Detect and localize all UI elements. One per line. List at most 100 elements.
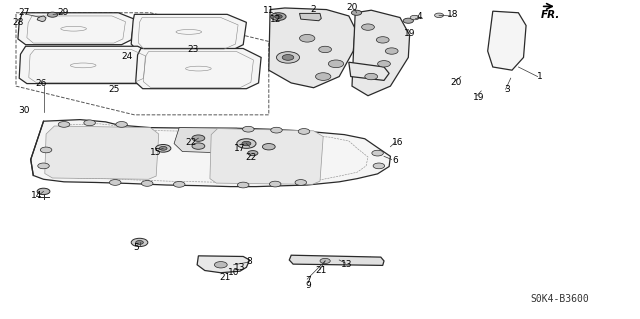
Circle shape <box>271 13 286 20</box>
Circle shape <box>320 258 330 263</box>
Circle shape <box>269 181 281 187</box>
Text: 24: 24 <box>121 52 132 61</box>
Text: 21: 21 <box>220 273 231 282</box>
Text: 2: 2 <box>311 5 316 14</box>
Circle shape <box>192 143 205 149</box>
Circle shape <box>319 46 332 53</box>
Circle shape <box>38 163 49 169</box>
Text: 18: 18 <box>447 10 459 19</box>
Text: 25: 25 <box>108 85 120 94</box>
Circle shape <box>248 151 258 156</box>
Circle shape <box>156 145 171 152</box>
Circle shape <box>116 122 127 127</box>
Circle shape <box>282 55 294 60</box>
Text: 15: 15 <box>150 148 161 157</box>
Text: 11: 11 <box>263 6 275 15</box>
Text: 29: 29 <box>57 8 68 17</box>
Circle shape <box>378 61 390 67</box>
Polygon shape <box>488 11 526 70</box>
Circle shape <box>109 180 121 185</box>
Polygon shape <box>131 14 246 51</box>
Polygon shape <box>19 46 154 84</box>
Text: 22: 22 <box>185 138 196 147</box>
Circle shape <box>372 150 383 156</box>
Text: FR.: FR. <box>541 10 560 20</box>
Polygon shape <box>349 62 389 80</box>
Text: 21: 21 <box>316 266 327 275</box>
Text: 27: 27 <box>19 8 30 17</box>
Text: S0K4-B3600: S0K4-B3600 <box>530 294 589 304</box>
Circle shape <box>242 141 251 146</box>
Circle shape <box>159 146 167 150</box>
Text: 1: 1 <box>537 72 542 81</box>
Polygon shape <box>352 10 410 96</box>
Circle shape <box>192 135 205 141</box>
Circle shape <box>435 13 444 18</box>
Circle shape <box>328 60 344 68</box>
Polygon shape <box>210 129 323 184</box>
Text: 19: 19 <box>404 29 415 38</box>
Polygon shape <box>37 16 46 22</box>
Polygon shape <box>18 13 134 45</box>
Polygon shape <box>289 255 384 265</box>
Polygon shape <box>136 48 261 89</box>
Text: 4: 4 <box>417 12 422 21</box>
Text: 20: 20 <box>346 4 358 12</box>
Text: 14: 14 <box>31 191 43 200</box>
Circle shape <box>47 12 58 17</box>
Circle shape <box>410 15 419 20</box>
Text: 7: 7 <box>306 276 311 285</box>
Circle shape <box>131 238 148 247</box>
Circle shape <box>300 34 315 42</box>
Circle shape <box>376 37 389 43</box>
Text: 9: 9 <box>306 281 311 290</box>
Text: 6: 6 <box>393 156 398 165</box>
Polygon shape <box>45 126 159 179</box>
Text: 16: 16 <box>392 138 404 147</box>
Text: 10: 10 <box>228 268 239 277</box>
Polygon shape <box>269 8 355 88</box>
Text: 30: 30 <box>19 106 30 115</box>
Circle shape <box>271 127 282 133</box>
Circle shape <box>141 181 153 186</box>
Circle shape <box>403 18 413 23</box>
Text: 3: 3 <box>504 85 509 94</box>
Text: 17: 17 <box>234 145 246 153</box>
Circle shape <box>351 10 362 15</box>
Circle shape <box>173 182 185 187</box>
Text: 20: 20 <box>450 78 461 87</box>
Text: 28: 28 <box>12 19 24 27</box>
Circle shape <box>37 188 50 195</box>
Circle shape <box>365 73 378 80</box>
Text: 5: 5 <box>133 243 138 252</box>
Polygon shape <box>300 13 321 21</box>
Circle shape <box>243 126 254 132</box>
Circle shape <box>58 122 70 127</box>
Circle shape <box>385 48 398 54</box>
Circle shape <box>316 73 331 80</box>
Polygon shape <box>31 120 390 187</box>
Circle shape <box>295 180 307 185</box>
Text: 23: 23 <box>188 45 199 54</box>
Text: 13: 13 <box>234 263 246 272</box>
Polygon shape <box>174 128 262 153</box>
Text: 26: 26 <box>35 79 47 88</box>
Text: 8: 8 <box>247 257 252 266</box>
Text: 22: 22 <box>245 153 257 162</box>
Polygon shape <box>197 256 250 273</box>
Circle shape <box>237 139 256 148</box>
Circle shape <box>136 241 143 244</box>
Text: 13: 13 <box>341 260 353 269</box>
Circle shape <box>237 182 249 188</box>
Circle shape <box>214 262 227 268</box>
Circle shape <box>84 120 95 126</box>
Text: 12: 12 <box>269 15 281 24</box>
Circle shape <box>298 129 310 134</box>
Circle shape <box>276 52 300 63</box>
Circle shape <box>373 163 385 169</box>
Circle shape <box>362 24 374 30</box>
Circle shape <box>262 144 275 150</box>
Circle shape <box>275 15 282 19</box>
Text: 19: 19 <box>473 93 484 102</box>
Circle shape <box>40 147 52 153</box>
